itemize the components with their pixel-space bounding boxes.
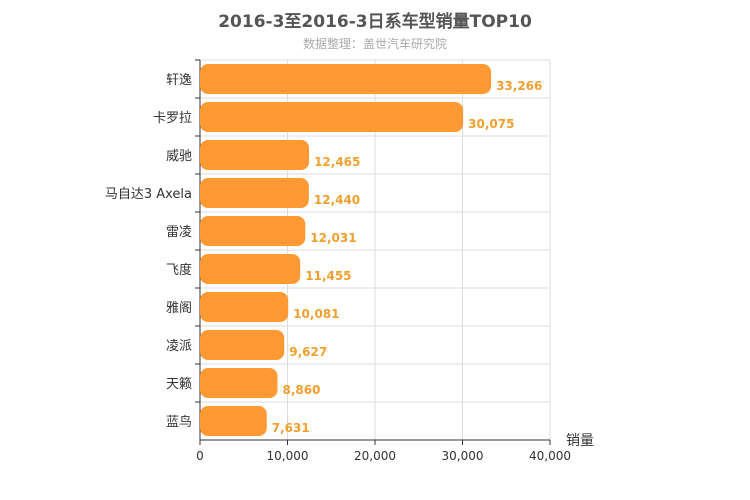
x-tick-label: 20,000 — [354, 449, 396, 463]
category-label: 天籁 — [166, 377, 192, 392]
category-label: 蓝鸟 — [166, 414, 192, 430]
bar — [200, 330, 285, 360]
chart-title: 2016-3至2016-3日系车型销量TOP10 — [218, 12, 532, 32]
category-label: 凌派 — [166, 339, 192, 354]
value-label: 12,440 — [314, 193, 360, 207]
category-label: 威驰 — [166, 149, 192, 164]
bar — [200, 292, 289, 322]
bar — [200, 406, 267, 436]
bar — [200, 140, 310, 170]
bar — [200, 102, 464, 132]
value-label: 12,031 — [310, 231, 356, 245]
value-label: 11,455 — [305, 269, 351, 283]
value-label: 9,627 — [289, 345, 327, 359]
value-label: 12,465 — [314, 155, 360, 169]
value-label: 10,081 — [293, 307, 339, 321]
value-label: 33,266 — [496, 79, 542, 93]
x-tick-label: 10,000 — [267, 449, 309, 463]
category-label: 雷凌 — [166, 225, 192, 240]
category-label: 马自达3 Axela — [105, 187, 192, 202]
category-label: 轩逸 — [166, 73, 192, 88]
value-label: 7,631 — [272, 421, 310, 435]
value-label: 8,860 — [283, 383, 321, 397]
x-axis-title: 销量 — [566, 433, 594, 449]
bar — [200, 368, 278, 398]
x-tick-label: 40,000 — [529, 449, 571, 463]
bar — [200, 178, 309, 208]
bar — [200, 64, 492, 94]
bar — [200, 216, 306, 246]
category-label: 雅阁 — [166, 301, 192, 316]
category-label: 飞度 — [166, 262, 192, 278]
bar — [200, 254, 301, 284]
value-label: 30,075 — [468, 117, 514, 131]
category-label: 卡罗拉 — [153, 111, 192, 126]
x-tick-label: 30,000 — [442, 449, 484, 463]
chart-subtitle: 数据整理：盖世汽车研究院 — [302, 37, 447, 51]
x-tick-label: 0 — [196, 449, 204, 463]
